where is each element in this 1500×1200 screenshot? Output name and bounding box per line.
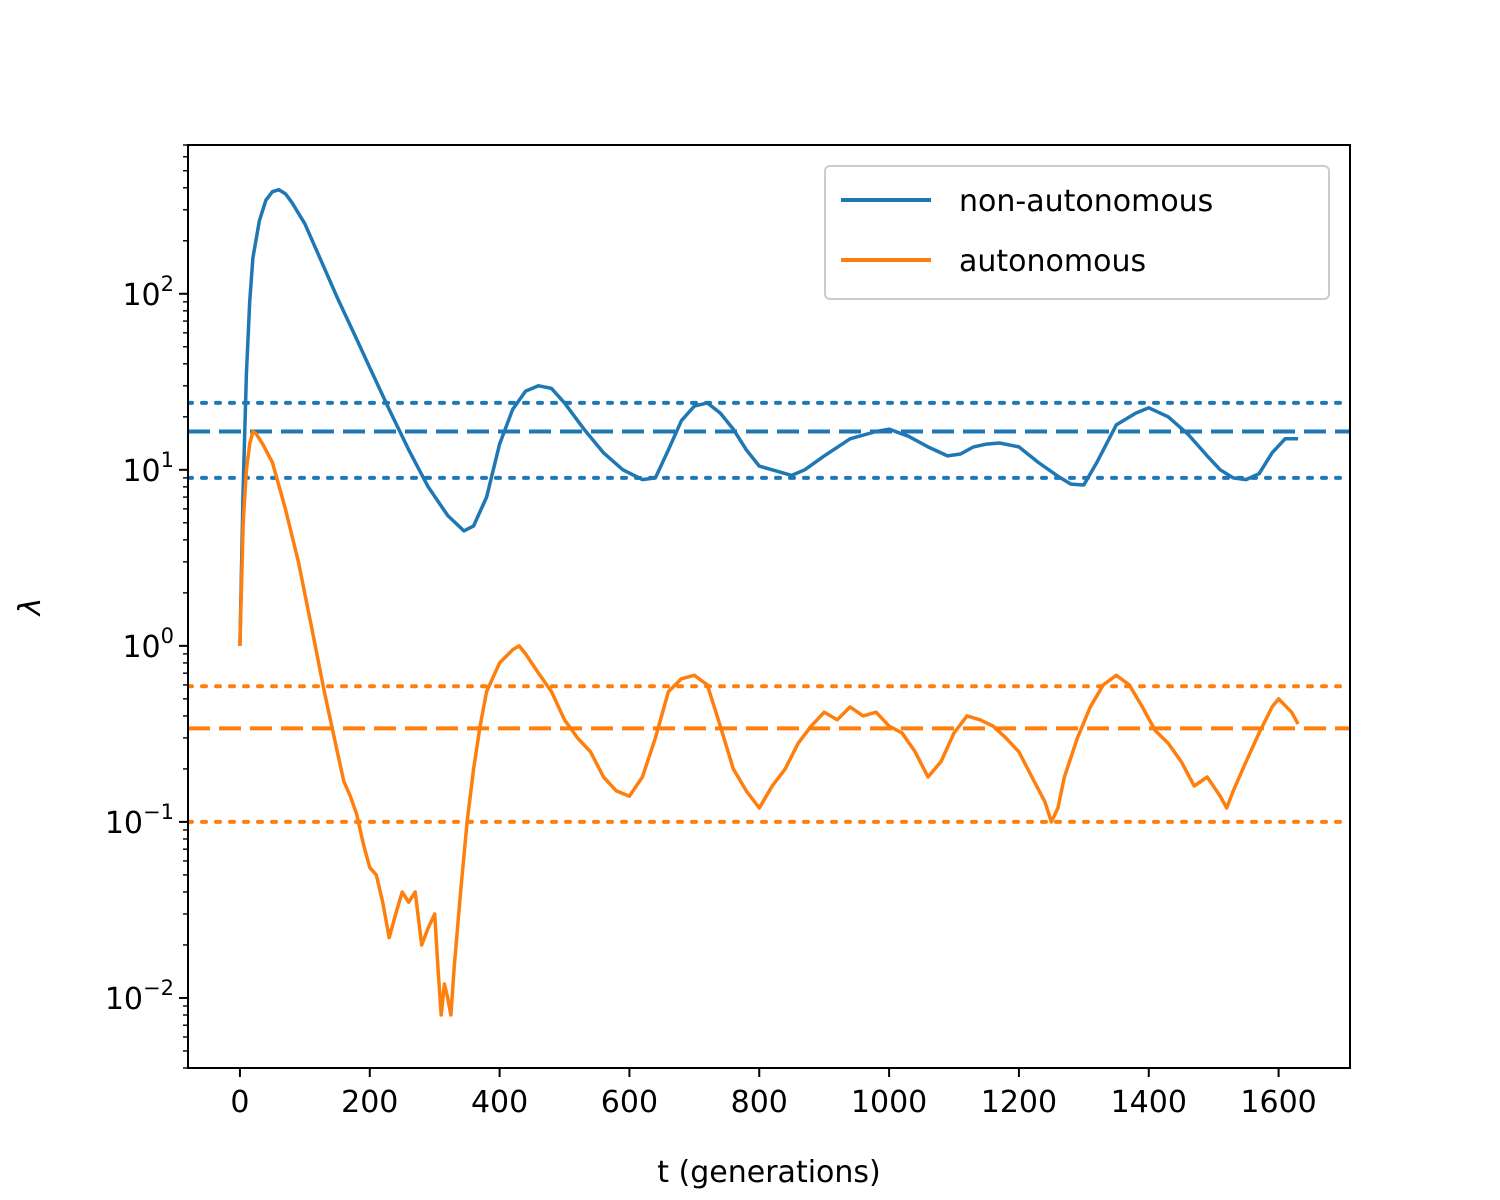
y-tick-label-0.1: 10−1 [105, 800, 174, 841]
x-tick-label-400: 400 [471, 1085, 528, 1120]
legend: non-autonomous autonomous [824, 165, 1330, 300]
x-tick-label-1400: 1400 [1111, 1085, 1187, 1120]
y-axis: 10−2 10−1 100 101 102 [105, 144, 188, 1069]
y-tick-label-1: 100 [122, 624, 174, 665]
series-line-autonomous [238, 429, 1300, 1017]
y-tick-label-100: 102 [122, 272, 174, 313]
y-axis-label: λ [13, 598, 48, 618]
y-tick-label-0.01: 10−2 [105, 976, 174, 1017]
x-tick-label-600: 600 [601, 1085, 658, 1120]
x-tick-label-800: 800 [731, 1085, 788, 1120]
x-tick-label-1600: 1600 [1240, 1085, 1316, 1120]
legend-label-non-autonomous: non-autonomous [959, 184, 1213, 219]
x-axis-label: t (generations) [657, 1155, 881, 1190]
x-tick-label-200: 200 [341, 1085, 398, 1120]
x-tick-label-1000: 1000 [851, 1085, 927, 1120]
legend-label-autonomous: autonomous [959, 244, 1146, 279]
series-line-non-autonomous [238, 187, 1299, 646]
y-tick-label-10: 101 [122, 448, 174, 489]
plot-area [188, 187, 1350, 1017]
x-tick-label-1200: 1200 [981, 1085, 1057, 1120]
legend-box [824, 165, 1330, 300]
x-tick-label-0: 0 [230, 1085, 249, 1120]
plot-frame [187, 144, 1351, 1069]
x-axis: 0 200 400 600 800 1000 1200 1400 1600 [230, 1068, 1317, 1120]
